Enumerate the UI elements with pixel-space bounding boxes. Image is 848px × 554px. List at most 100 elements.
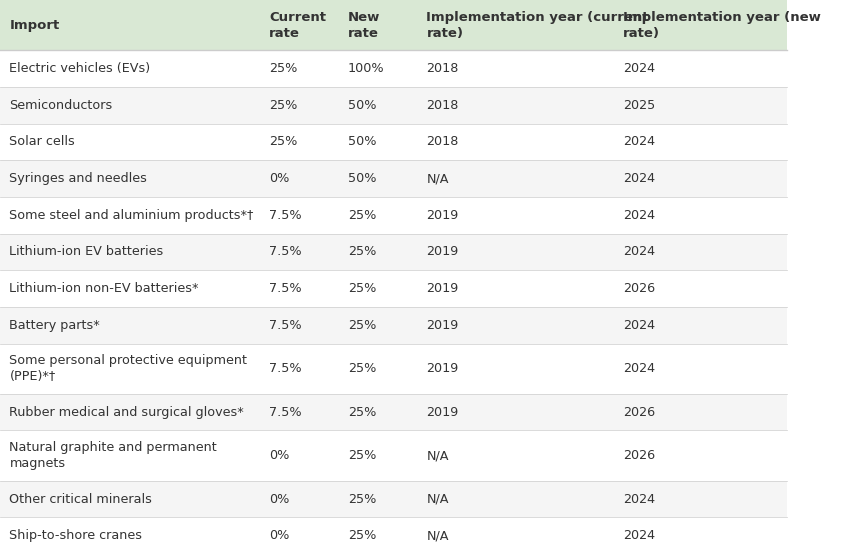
Bar [338,50,417,87]
Text: 25%: 25% [348,209,377,222]
Bar [417,50,614,87]
Bar [614,124,787,160]
Text: 2026: 2026 [623,449,656,462]
Bar [0,394,259,430]
Text: 2019: 2019 [427,319,459,332]
Bar [417,307,614,343]
Text: 7.5%: 7.5% [269,245,302,258]
Text: 2019: 2019 [427,245,459,258]
Text: 25%: 25% [348,319,377,332]
Bar [0,234,259,270]
Bar [417,430,614,481]
Text: Some steel and aluminium products*†: Some steel and aluminium products*† [9,209,254,222]
Bar [417,197,614,234]
Text: 0%: 0% [269,529,289,542]
Bar [338,160,417,197]
Text: 50%: 50% [348,135,377,148]
Bar [417,481,614,517]
Bar [0,270,259,307]
Text: 7.5%: 7.5% [269,209,302,222]
Bar [614,234,787,270]
Bar [614,517,787,554]
Bar [417,234,614,270]
Text: 25%: 25% [269,62,298,75]
Bar [0,481,259,517]
Text: 0%: 0% [269,172,289,185]
Bar [338,343,417,394]
Bar [614,394,787,430]
Text: N/A: N/A [427,493,449,505]
Bar [338,234,417,270]
Text: N/A: N/A [427,172,449,185]
Bar [338,517,417,554]
Bar [417,270,614,307]
Text: 7.5%: 7.5% [269,282,302,295]
Bar [259,160,338,197]
Text: Ship-to-shore cranes: Ship-to-shore cranes [9,529,142,542]
Bar [259,307,338,343]
Bar [614,87,787,124]
Text: Rubber medical and surgical gloves*: Rubber medical and surgical gloves* [9,406,244,419]
Bar [614,270,787,307]
Text: 25%: 25% [348,362,377,375]
Text: 2018: 2018 [427,62,459,75]
Bar [614,0,787,50]
Bar [338,124,417,160]
Bar [259,50,338,87]
Text: 2024: 2024 [623,172,656,185]
Text: Some personal protective equipment
(PPE)*†: Some personal protective equipment (PPE)… [9,354,248,383]
Text: Semiconductors: Semiconductors [9,99,113,112]
Text: 25%: 25% [348,493,377,505]
Text: 25%: 25% [348,245,377,258]
Bar [259,517,338,554]
Text: Other critical minerals: Other critical minerals [9,493,153,505]
Bar [259,234,338,270]
Text: 2024: 2024 [623,362,656,375]
Text: 2019: 2019 [427,209,459,222]
Text: 2024: 2024 [623,319,656,332]
Bar [338,430,417,481]
Bar [0,307,259,343]
Text: 2024: 2024 [623,62,656,75]
Bar [0,0,259,50]
Bar [0,50,259,87]
Text: Implementation year (new
rate): Implementation year (new rate) [623,11,821,40]
Text: 0%: 0% [269,493,289,505]
Text: New
rate: New rate [348,11,380,40]
Bar [338,394,417,430]
Bar [0,87,259,124]
Bar [614,307,787,343]
Bar [259,430,338,481]
Text: 50%: 50% [348,99,377,112]
Text: 2024: 2024 [623,529,656,542]
Text: Lithium-ion EV batteries: Lithium-ion EV batteries [9,245,164,258]
Bar [417,87,614,124]
Bar [417,517,614,554]
Bar [259,394,338,430]
Text: 2019: 2019 [427,362,459,375]
Text: Solar cells: Solar cells [9,135,75,148]
Text: 2018: 2018 [427,99,459,112]
Bar [338,0,417,50]
Text: 2024: 2024 [623,209,656,222]
Text: Natural graphite and permanent
magnets: Natural graphite and permanent magnets [9,441,217,470]
Text: 2019: 2019 [427,406,459,419]
Bar [259,270,338,307]
Text: Lithium-ion non-EV batteries*: Lithium-ion non-EV batteries* [9,282,199,295]
Bar [259,343,338,394]
Text: 50%: 50% [348,172,377,185]
Bar [259,87,338,124]
Text: N/A: N/A [427,529,449,542]
Bar [417,124,614,160]
Bar [614,481,787,517]
Text: 2026: 2026 [623,282,656,295]
Bar [338,307,417,343]
Bar [338,87,417,124]
Bar [417,343,614,394]
Text: 7.5%: 7.5% [269,406,302,419]
Bar [417,0,614,50]
Bar [417,394,614,430]
Bar [259,481,338,517]
Text: 2024: 2024 [623,493,656,505]
Bar [338,481,417,517]
